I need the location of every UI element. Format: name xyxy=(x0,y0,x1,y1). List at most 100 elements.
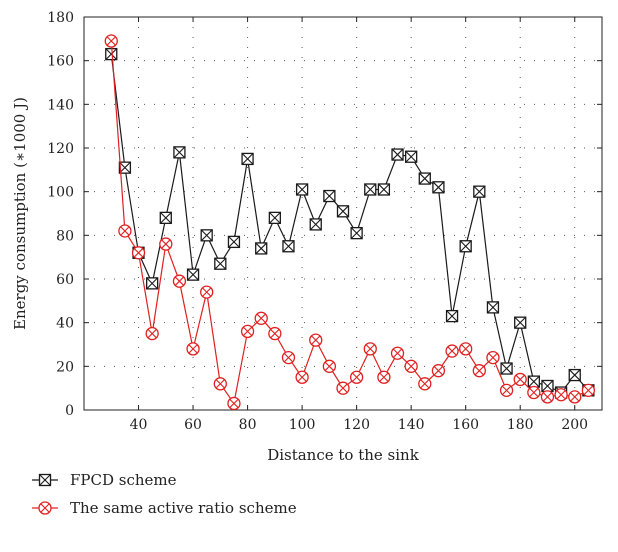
y-tick-label: 20 xyxy=(56,359,74,375)
data-point-marker xyxy=(459,240,472,253)
x-tick-label: 140 xyxy=(398,417,425,433)
y-tick-label: 0 xyxy=(65,403,74,419)
x-tick-label: 80 xyxy=(239,417,257,433)
data-point-marker xyxy=(554,388,568,402)
legend-marker-shape xyxy=(38,501,52,515)
data-point-marker xyxy=(227,396,241,411)
legend-label-fpcd: FPCD scheme xyxy=(70,471,177,489)
data-point-marker xyxy=(514,316,527,329)
plot-area-frame xyxy=(83,16,603,411)
data-point-marker xyxy=(500,362,513,375)
x-tick-label: 120 xyxy=(343,417,370,433)
x-tick-label: 160 xyxy=(452,417,479,433)
legend-marker-icon xyxy=(38,473,52,487)
legend-label-same-active-ratio: The same active ratio scheme xyxy=(70,499,297,517)
data-point-marker xyxy=(309,333,323,347)
y-axis-label: Energy consumption (∗1000 J) xyxy=(11,97,29,330)
data-point-marker xyxy=(513,372,527,387)
data-point-marker xyxy=(295,370,309,384)
data-point-marker xyxy=(186,342,200,356)
data-point-marker xyxy=(350,226,363,240)
data-point-marker xyxy=(104,34,118,48)
series-line xyxy=(110,54,589,394)
data-point-marker xyxy=(527,385,541,400)
data-point-marker xyxy=(404,359,418,373)
data-point-marker xyxy=(568,390,582,404)
data-point-marker xyxy=(431,364,446,378)
data-point-marker xyxy=(255,242,268,255)
data-point-marker xyxy=(200,285,214,299)
data-point-marker xyxy=(173,146,186,159)
series-layer xyxy=(104,34,596,411)
data-point-marker xyxy=(405,150,418,163)
y-tick-label: 100 xyxy=(47,185,74,201)
data-point-marker xyxy=(540,390,555,404)
x-tick-label: 200 xyxy=(561,417,588,433)
x-tick-label: 40 xyxy=(130,417,148,433)
data-point-marker xyxy=(227,235,241,249)
data-point-marker xyxy=(336,205,350,218)
y-tick-label: 160 xyxy=(47,54,74,70)
series-fpcd xyxy=(105,47,595,399)
data-point-marker xyxy=(336,381,350,395)
data-point-marker xyxy=(527,375,540,388)
data-point-marker xyxy=(390,346,405,360)
data-point-marker xyxy=(541,379,554,393)
data-point-marker xyxy=(241,152,254,166)
data-point-marker xyxy=(349,370,364,384)
data-point-marker xyxy=(146,277,159,290)
data-point-marker xyxy=(377,370,391,384)
data-point-marker xyxy=(445,309,459,323)
y-tick-label: 40 xyxy=(56,316,74,332)
y-tick-label: 120 xyxy=(47,141,74,157)
data-point-marker xyxy=(118,224,132,238)
y-tick-label: 80 xyxy=(56,228,74,244)
data-point-marker xyxy=(459,342,473,356)
data-point-marker xyxy=(309,218,322,231)
legend-marker-icon xyxy=(38,501,52,515)
data-point-marker xyxy=(145,326,159,341)
data-point-marker xyxy=(268,326,282,341)
data-point-marker xyxy=(131,246,146,260)
data-point-marker xyxy=(445,344,459,358)
legend-marker-shape xyxy=(38,473,52,487)
data-point-marker xyxy=(295,183,309,196)
data-point-marker xyxy=(418,377,432,391)
data-point-marker xyxy=(268,211,281,225)
data-point-marker xyxy=(568,368,581,382)
x-tick-label: 100 xyxy=(289,417,316,433)
data-point-marker xyxy=(200,229,213,242)
data-point-marker xyxy=(486,301,500,314)
data-point-marker xyxy=(323,189,336,203)
data-point-marker xyxy=(377,183,391,196)
data-point-marker xyxy=(105,47,118,61)
data-point-marker xyxy=(364,183,377,196)
data-point-marker xyxy=(472,364,486,378)
axis-ticks: 40 60 80 100 120 140 160 180 200 0 20 40 60 80 100 120 1… xyxy=(47,10,602,433)
data-point-marker xyxy=(581,383,596,398)
data-point-marker xyxy=(282,240,295,253)
x-tick-label: 60 xyxy=(184,417,202,433)
data-point-marker xyxy=(473,185,486,198)
data-point-marker xyxy=(322,359,337,373)
y-tick-label: 60 xyxy=(56,272,74,288)
y-tick-label: 180 xyxy=(47,10,74,26)
data-point-marker xyxy=(159,237,173,251)
data-point-marker xyxy=(418,172,431,185)
x-tick-label: 180 xyxy=(507,417,534,433)
legend: FPCD scheme The same active ratio scheme xyxy=(32,471,297,517)
x-axis-label: Distance to the sink xyxy=(267,446,420,464)
data-point-marker xyxy=(432,181,445,194)
data-point-marker xyxy=(159,211,172,225)
data-point-marker xyxy=(254,311,268,325)
data-point-marker xyxy=(391,148,404,161)
legend-entry-same-active-ratio: The same active ratio scheme xyxy=(32,499,297,517)
data-point-marker xyxy=(499,383,514,398)
legend-entry-fpcd: FPCD scheme xyxy=(32,471,177,489)
data-point-marker xyxy=(186,268,200,281)
data-point-marker xyxy=(363,342,377,356)
data-point-marker xyxy=(213,377,227,391)
y-tick-label: 140 xyxy=(47,97,74,113)
data-point-marker xyxy=(172,274,187,288)
